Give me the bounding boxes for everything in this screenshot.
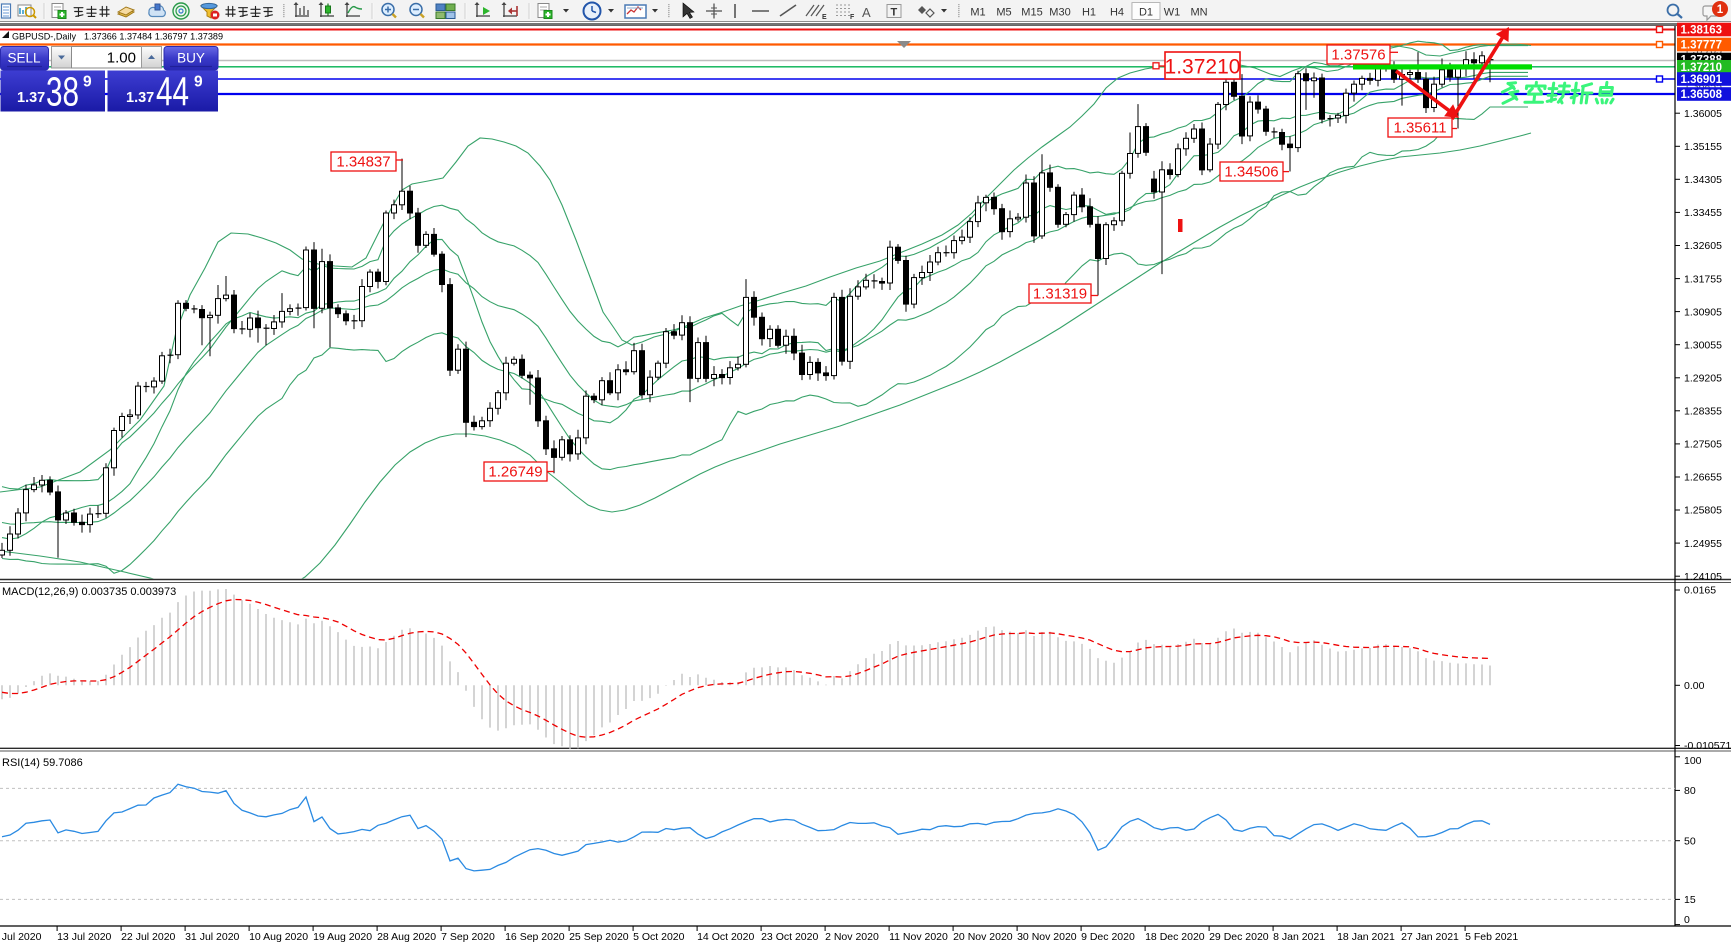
svg-text:F: F <box>850 14 855 21</box>
svg-text:20 Nov 2020: 20 Nov 2020 <box>953 931 1013 943</box>
svg-text:A: A <box>862 5 871 20</box>
svg-text:23 Oct 2020: 23 Oct 2020 <box>761 931 818 943</box>
svg-text:100: 100 <box>1684 755 1702 767</box>
svg-text:2 Nov 2020: 2 Nov 2020 <box>825 931 879 943</box>
svg-text:1.35611: 1.35611 <box>1393 120 1446 137</box>
svg-text:-0.010571: -0.010571 <box>1684 740 1731 752</box>
svg-text:11 Nov 2020: 11 Nov 2020 <box>889 931 948 943</box>
svg-text:E: E <box>822 14 827 21</box>
svg-text:1.37: 1.37 <box>17 90 45 106</box>
svg-text:50: 50 <box>1684 835 1696 847</box>
svg-text:80: 80 <box>1684 785 1696 797</box>
svg-text:1.36005: 1.36005 <box>1684 108 1722 120</box>
svg-text:M1: M1 <box>970 7 985 19</box>
svg-text:1.36508: 1.36508 <box>1681 89 1723 101</box>
svg-text:1.28355: 1.28355 <box>1684 406 1722 418</box>
svg-text:1.30055: 1.30055 <box>1684 339 1722 351</box>
svg-text:10 Aug 2020: 10 Aug 2020 <box>249 931 308 943</box>
svg-text:1.34506: 1.34506 <box>1224 164 1278 181</box>
svg-text:1.24105: 1.24105 <box>1684 571 1722 583</box>
svg-text:18 Jan 2021: 18 Jan 2021 <box>1337 931 1395 943</box>
svg-text:0.0165: 0.0165 <box>1684 585 1716 597</box>
svg-text:14 Oct 2020: 14 Oct 2020 <box>697 931 754 943</box>
svg-text:8 Jan 2021: 8 Jan 2021 <box>1273 931 1325 943</box>
svg-text:GBPUSD-,Daily: GBPUSD-,Daily <box>12 32 76 43</box>
svg-text:7 Sep 2020: 7 Sep 2020 <box>441 931 495 943</box>
svg-text:38: 38 <box>46 69 79 115</box>
svg-text:3 Jul 2020: 3 Jul 2020 <box>0 931 42 943</box>
svg-text:16 Sep 2020: 16 Sep 2020 <box>505 931 565 943</box>
svg-text:27 Jan 2021: 27 Jan 2021 <box>1401 931 1459 943</box>
svg-text:18 Dec 2020: 18 Dec 2020 <box>1145 931 1205 943</box>
svg-text:1.25805: 1.25805 <box>1684 505 1722 517</box>
svg-text:28 Aug 2020: 28 Aug 2020 <box>377 931 436 943</box>
svg-text:1.37: 1.37 <box>126 90 154 106</box>
svg-text:0.00: 0.00 <box>1684 680 1705 692</box>
svg-text:1.30905: 1.30905 <box>1684 306 1722 318</box>
svg-text:25 Sep 2020: 25 Sep 2020 <box>569 931 629 943</box>
svg-text:1.31755: 1.31755 <box>1684 273 1722 285</box>
svg-text:1.32605: 1.32605 <box>1684 240 1722 252</box>
svg-text:1.26749: 1.26749 <box>488 464 542 481</box>
svg-text:9 Dec 2020: 9 Dec 2020 <box>1081 931 1135 943</box>
svg-text:9: 9 <box>83 74 92 91</box>
svg-text:9: 9 <box>194 74 203 91</box>
svg-text:13 Jul 2020: 13 Jul 2020 <box>57 931 111 943</box>
svg-text:BUY: BUY <box>177 51 205 66</box>
svg-text:1.34305: 1.34305 <box>1684 174 1722 186</box>
svg-text:1.35155: 1.35155 <box>1684 141 1722 153</box>
svg-text:5 Oct 2020: 5 Oct 2020 <box>633 931 685 943</box>
svg-text:1: 1 <box>1717 4 1724 16</box>
svg-text:H4: H4 <box>1110 7 1124 19</box>
svg-text:W1: W1 <box>1164 7 1181 19</box>
svg-text:1.37777: 1.37777 <box>1681 40 1723 52</box>
svg-text:1.27505: 1.27505 <box>1684 439 1722 451</box>
svg-text:19 Aug 2020: 19 Aug 2020 <box>313 931 372 943</box>
svg-text:MN: MN <box>1190 7 1207 19</box>
svg-text:D1: D1 <box>1139 7 1153 19</box>
svg-text:22 Jul 2020: 22 Jul 2020 <box>121 931 175 943</box>
svg-text:M30: M30 <box>1049 7 1070 19</box>
svg-text:MACD(12,26,9) 0.003735 0.00397: MACD(12,26,9) 0.003735 0.003973 <box>2 586 176 598</box>
svg-text:31 Jul 2020: 31 Jul 2020 <box>185 931 239 943</box>
svg-text:0: 0 <box>1684 914 1690 926</box>
svg-text:T: T <box>891 7 898 19</box>
svg-text:1.37366 1.37484 1.36797 1.3738: 1.37366 1.37484 1.36797 1.37389 <box>84 32 223 43</box>
svg-text:1.26655: 1.26655 <box>1684 472 1722 484</box>
svg-text:1.37210: 1.37210 <box>1681 62 1723 74</box>
svg-text:1.37210: 1.37210 <box>1165 56 1241 79</box>
svg-text:1.33455: 1.33455 <box>1684 207 1722 219</box>
svg-text:M15: M15 <box>1021 7 1042 19</box>
svg-text:1.34837: 1.34837 <box>336 154 390 171</box>
svg-text:1.38163: 1.38163 <box>1681 25 1723 37</box>
svg-text:1.24955: 1.24955 <box>1684 538 1722 550</box>
svg-text:RSI(14) 59.7086: RSI(14) 59.7086 <box>2 757 83 769</box>
svg-text:44: 44 <box>156 69 189 115</box>
svg-text:1.31319: 1.31319 <box>1033 286 1087 303</box>
svg-text:30 Nov 2020: 30 Nov 2020 <box>1017 931 1077 943</box>
svg-text:5 Feb 2021: 5 Feb 2021 <box>1465 931 1518 943</box>
svg-text:SELL: SELL <box>7 51 41 66</box>
svg-text:1.29205: 1.29205 <box>1684 373 1722 385</box>
svg-text:M5: M5 <box>996 7 1011 19</box>
svg-text:1.37576: 1.37576 <box>1331 47 1385 64</box>
svg-text:H1: H1 <box>1082 7 1096 19</box>
svg-text:1.36901: 1.36901 <box>1681 74 1723 86</box>
svg-text:29 Dec 2020: 29 Dec 2020 <box>1209 931 1269 943</box>
svg-text:1.00: 1.00 <box>107 50 136 67</box>
svg-text:15: 15 <box>1684 894 1696 906</box>
